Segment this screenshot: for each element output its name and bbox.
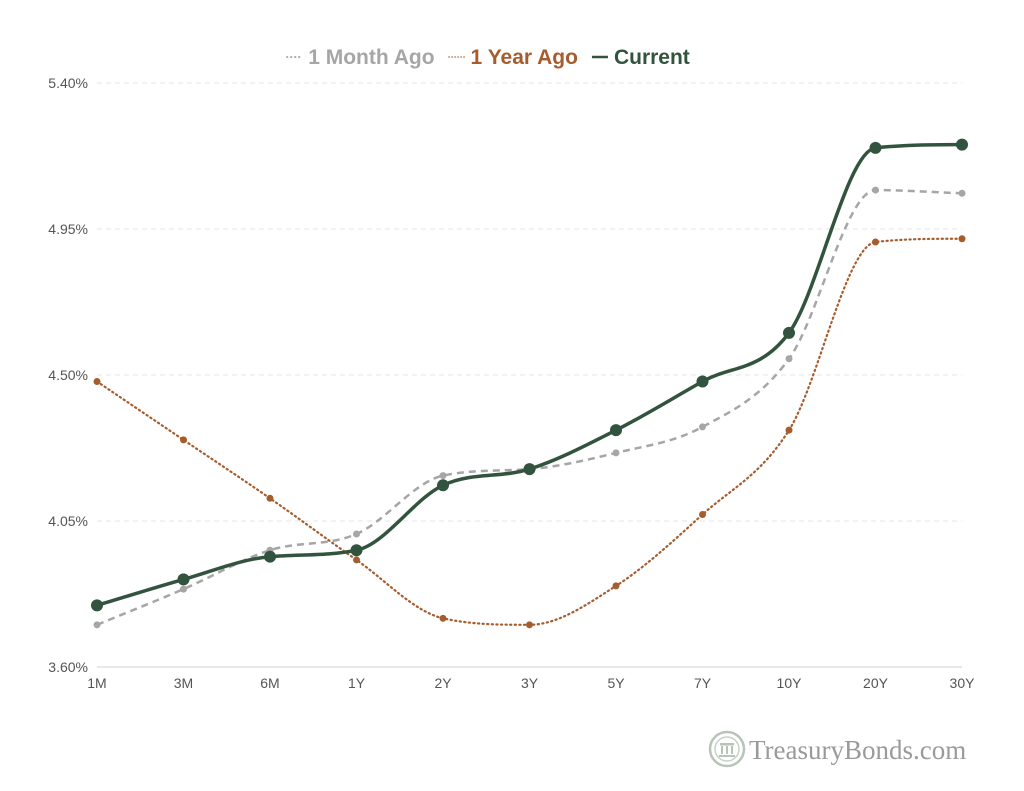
data-point-current[interactable] <box>610 424 622 437</box>
data-point-current[interactable] <box>437 479 449 492</box>
series-line-1-year-ago <box>95 237 964 626</box>
series-1-month-ago <box>93 186 966 629</box>
treasurybonds-logo[interactable]: TreasuryBonds.com <box>708 730 966 768</box>
y-axis: 3.60% 4.05% 4.50% 4.95% 5.40% <box>48 75 88 675</box>
legend-label: Current <box>614 46 690 69</box>
x-tick-label: 7Y <box>694 675 712 691</box>
series-current <box>91 138 968 612</box>
x-tick-label: 5Y <box>607 675 625 691</box>
data-point-current[interactable] <box>523 463 536 476</box>
data-point-1-year-ago[interactable] <box>353 556 360 564</box>
x-tick-label: 20Y <box>863 675 889 691</box>
x-tick-label: 10Y <box>777 675 803 691</box>
brand-name: TreasuryBonds.com <box>749 735 966 765</box>
chart-grid <box>97 82 962 668</box>
data-point-1-month-ago[interactable] <box>612 449 620 457</box>
data-point-1-month-ago[interactable] <box>180 585 187 593</box>
legend-item-1-year-ago[interactable]: 1 Year Ago <box>448 46 578 69</box>
series-1-year-ago <box>93 235 966 629</box>
data-point-1-year-ago[interactable] <box>699 511 706 519</box>
y-tick-label: 3.60% <box>48 659 88 675</box>
y-tick-label: 4.05% <box>48 513 88 529</box>
legend-label: 1 Year Ago <box>471 46 578 69</box>
data-point-1-month-ago[interactable] <box>958 189 966 197</box>
y-tick-label: 4.50% <box>48 367 88 383</box>
series-layer <box>91 138 968 629</box>
data-point-current[interactable] <box>264 550 276 563</box>
x-tick-label: 1Y <box>348 675 366 691</box>
data-point-1-year-ago[interactable] <box>266 494 274 502</box>
data-point-current[interactable] <box>91 599 103 612</box>
x-tick-label: 6M <box>260 675 279 691</box>
data-point-current[interactable] <box>869 141 882 154</box>
data-point-1-month-ago[interactable] <box>353 530 360 538</box>
treasury-seal-icon <box>708 730 746 768</box>
data-point-current[interactable] <box>783 326 795 339</box>
data-point-1-year-ago[interactable] <box>872 238 879 246</box>
data-point-1-month-ago[interactable] <box>785 355 793 363</box>
data-point-1-year-ago[interactable] <box>180 436 187 444</box>
data-point-1-year-ago[interactable] <box>93 377 101 385</box>
data-point-current[interactable] <box>696 375 709 388</box>
data-point-1-year-ago[interactable] <box>526 621 533 629</box>
legend-label: 1 Month Ago <box>308 46 434 69</box>
series-line-1-month-ago <box>96 188 963 626</box>
chart-legend[interactable]: 1 Month Ago 1 Year Ago Current <box>286 46 690 69</box>
data-point-current[interactable] <box>350 544 363 557</box>
data-point-current[interactable] <box>956 138 968 151</box>
legend-item-current[interactable]: Current <box>591 46 690 69</box>
data-point-1-year-ago[interactable] <box>958 235 966 243</box>
legend-item-1-month-ago[interactable]: 1 Month Ago <box>286 46 435 69</box>
x-tick-label: 1M <box>87 675 106 691</box>
data-point-1-year-ago[interactable] <box>439 614 447 622</box>
data-point-1-month-ago[interactable] <box>699 423 706 431</box>
data-point-1-month-ago[interactable] <box>439 472 447 480</box>
x-tick-label: 3M <box>174 675 193 691</box>
x-tick-label: 3Y <box>521 675 539 691</box>
data-point-current[interactable] <box>177 573 190 586</box>
data-point-1-month-ago[interactable] <box>93 621 101 629</box>
data-point-1-year-ago[interactable] <box>785 426 793 434</box>
series-line-current <box>95 142 964 608</box>
x-tick-label: 2Y <box>434 675 452 691</box>
data-point-1-month-ago[interactable] <box>872 186 879 194</box>
x-tick-label: 30Y <box>950 675 976 691</box>
data-point-1-year-ago[interactable] <box>612 582 620 590</box>
y-tick-label: 5.40% <box>48 75 88 91</box>
x-axis: 1M 3M 6M 1Y 2Y 3Y 5Y 7Y 10Y 20Y 30Y <box>87 675 975 691</box>
y-tick-label: 4.95% <box>48 221 88 237</box>
